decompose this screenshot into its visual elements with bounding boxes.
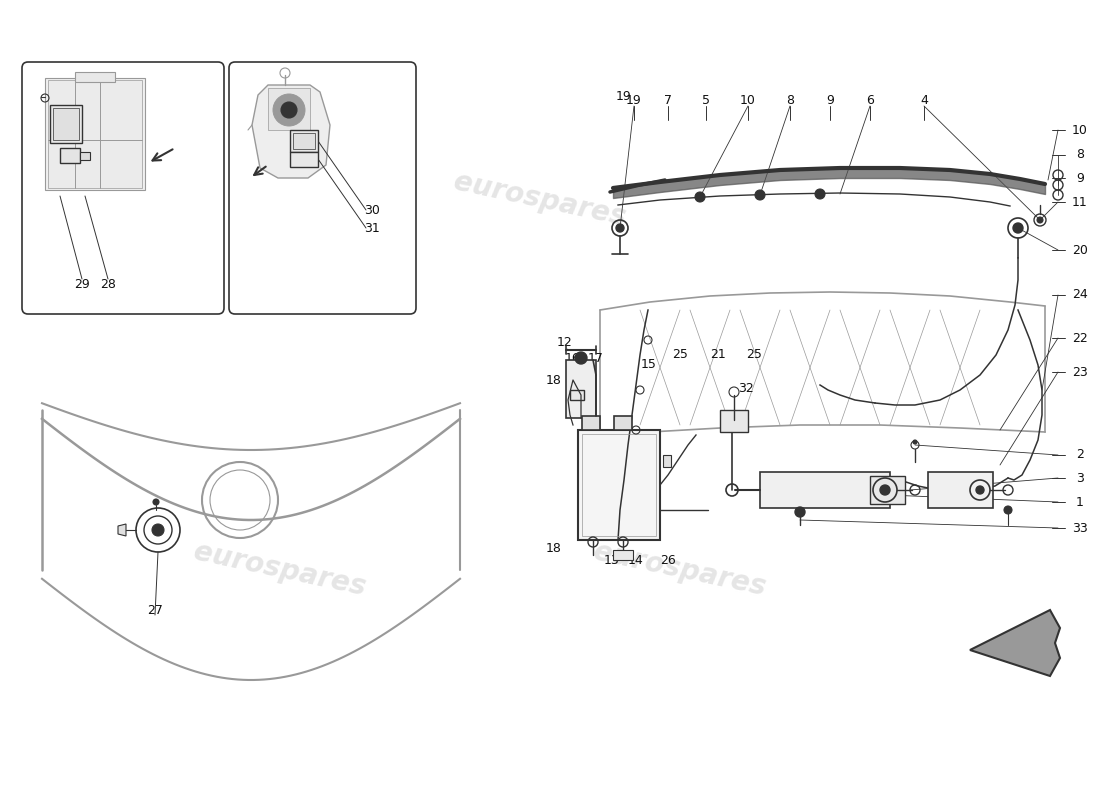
Text: 24: 24	[1072, 289, 1088, 302]
Circle shape	[755, 190, 764, 200]
Text: 32: 32	[738, 382, 754, 394]
Text: 26: 26	[660, 554, 675, 566]
Circle shape	[273, 94, 305, 126]
Bar	[293, 133, 315, 149]
Polygon shape	[118, 524, 127, 536]
Text: 8: 8	[1076, 149, 1084, 162]
Bar	[53, 108, 79, 140]
Polygon shape	[48, 80, 142, 188]
Text: 2: 2	[1076, 449, 1084, 462]
Text: 13: 13	[604, 554, 620, 566]
Circle shape	[795, 507, 805, 517]
Text: 5: 5	[702, 94, 710, 106]
Text: 16: 16	[565, 351, 581, 365]
Polygon shape	[970, 610, 1060, 676]
Circle shape	[913, 440, 917, 444]
Bar	[928, 472, 993, 508]
Text: 9: 9	[826, 94, 834, 106]
Circle shape	[280, 102, 297, 118]
Bar	[720, 410, 748, 432]
Text: 4: 4	[920, 94, 928, 106]
Polygon shape	[45, 78, 145, 190]
Circle shape	[697, 194, 703, 199]
Circle shape	[616, 224, 624, 232]
FancyBboxPatch shape	[22, 62, 224, 314]
Text: 25: 25	[672, 349, 688, 362]
Bar	[760, 472, 890, 508]
Text: 30: 30	[364, 203, 380, 217]
Bar	[582, 416, 600, 430]
Text: 25: 25	[746, 349, 762, 362]
Circle shape	[817, 191, 823, 197]
Bar	[614, 416, 632, 430]
Text: 19: 19	[616, 90, 631, 103]
Text: 20: 20	[1072, 243, 1088, 257]
Bar	[582, 434, 656, 536]
Bar	[663, 455, 671, 467]
Text: 33: 33	[1072, 522, 1088, 534]
Text: eurospares: eurospares	[451, 168, 629, 232]
Text: 18: 18	[546, 374, 562, 386]
Bar	[80, 152, 90, 160]
Text: 8: 8	[786, 94, 794, 106]
Text: 21: 21	[711, 349, 726, 362]
Bar	[613, 550, 632, 560]
Circle shape	[1037, 217, 1043, 223]
Text: 10: 10	[740, 94, 756, 106]
Bar	[290, 152, 318, 167]
Text: 31: 31	[364, 222, 380, 234]
Text: eurospares: eurospares	[191, 538, 368, 602]
Circle shape	[880, 485, 890, 495]
FancyBboxPatch shape	[229, 62, 416, 314]
Circle shape	[758, 193, 762, 198]
Text: 29: 29	[74, 278, 90, 290]
Text: 19: 19	[626, 94, 642, 106]
Text: 17: 17	[588, 351, 604, 365]
Polygon shape	[268, 88, 310, 130]
Bar	[870, 476, 905, 504]
Circle shape	[1013, 223, 1023, 233]
Circle shape	[152, 524, 164, 536]
Text: 10: 10	[1072, 123, 1088, 137]
Circle shape	[976, 486, 984, 494]
Bar	[60, 148, 80, 163]
Bar	[290, 130, 318, 152]
Text: 22: 22	[1072, 331, 1088, 345]
Text: 27: 27	[147, 603, 163, 617]
Polygon shape	[252, 85, 330, 178]
Text: 3: 3	[1076, 471, 1084, 485]
Text: 14: 14	[628, 554, 643, 566]
Bar	[570, 390, 584, 400]
Text: 7: 7	[664, 94, 672, 106]
Text: 28: 28	[100, 278, 116, 290]
Text: 6: 6	[866, 94, 873, 106]
Text: 12: 12	[557, 337, 573, 350]
Circle shape	[575, 352, 587, 364]
Circle shape	[153, 499, 159, 505]
Text: 11: 11	[1072, 195, 1088, 209]
Text: 1: 1	[1076, 495, 1084, 509]
Circle shape	[815, 189, 825, 199]
Text: 9: 9	[1076, 171, 1084, 185]
Circle shape	[695, 192, 705, 202]
Bar	[566, 360, 596, 418]
Text: 15: 15	[641, 358, 657, 371]
Text: 18: 18	[546, 542, 562, 554]
Bar	[75, 72, 116, 82]
Text: eurospares: eurospares	[592, 538, 769, 602]
Text: 23: 23	[1072, 366, 1088, 378]
Circle shape	[1004, 506, 1012, 514]
Bar	[578, 430, 660, 540]
Bar	[50, 105, 82, 143]
